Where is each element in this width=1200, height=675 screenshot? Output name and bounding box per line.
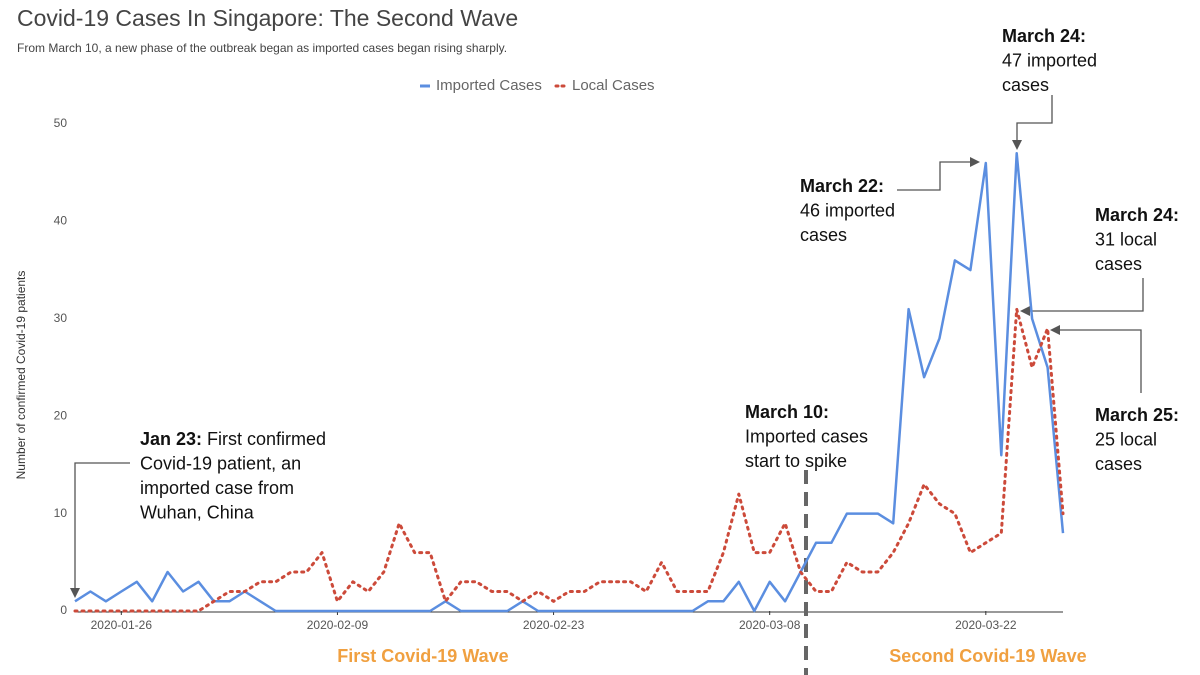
arrow-head	[1012, 140, 1022, 150]
y-tick-label: 30	[54, 311, 68, 325]
arrow-head	[1050, 325, 1060, 335]
annotation-line: cases	[1002, 75, 1049, 95]
arrow-head	[970, 157, 980, 167]
y-axis-label: Number of confirmed Covid-19 patients	[14, 271, 28, 480]
series-line	[74, 151, 1065, 613]
legend-label: Imported Cases	[436, 77, 542, 94]
wave-label: First Covid-19 Wave	[337, 646, 508, 666]
annotation-line: cases	[1095, 254, 1142, 274]
annotation: Jan 23: First confirmed Covid-19 patient, …	[140, 429, 326, 523]
arrow	[74, 462, 130, 590]
annotation-line: start to spike	[745, 451, 847, 471]
annotation: March 22: 46 imported cases	[800, 176, 895, 245]
annotation-title: March 22:	[800, 176, 884, 196]
annotation-line: imported case from	[140, 478, 294, 498]
annotation-line: 47 imported	[1002, 50, 1097, 70]
x-tick-label: 2020-03-08	[739, 618, 801, 632]
annotation-line: 31 local	[1095, 229, 1157, 249]
annotation-line: cases	[1095, 454, 1142, 474]
wave-label: Second Covid-19 Wave	[889, 646, 1086, 666]
legend-label: Local Cases	[572, 77, 655, 94]
annotation-line: cases	[800, 225, 847, 245]
series-line	[73, 307, 1065, 613]
chart-subtitle: From March 10, a new phase of the outbre…	[17, 41, 507, 55]
x-tick-label: 2020-03-22	[955, 618, 1017, 632]
y-tick-label: 0	[60, 603, 67, 617]
annotation-title: March 24:	[1002, 26, 1086, 46]
arrow	[897, 161, 972, 191]
annotation: March 10: Imported cases start to spike	[745, 402, 868, 471]
annotation-line: Wuhan, China	[140, 502, 255, 522]
annotation-title: March 24:	[1095, 205, 1179, 225]
arrow	[1028, 278, 1144, 312]
x-tick-label: 2020-01-26	[91, 618, 153, 632]
annotation-line: Covid-19 patient, an	[140, 453, 301, 473]
y-tick-label: 40	[54, 214, 68, 228]
annotation-title: March 25:	[1095, 405, 1179, 425]
annotation-line: 46 imported	[800, 200, 895, 220]
arrows	[70, 95, 1144, 598]
chart-title: Covid-19 Cases In Singapore: The Second …	[17, 5, 518, 31]
annotation: March 24: 47 imported cases	[1002, 26, 1097, 95]
arrow	[1016, 95, 1053, 142]
arrow-head	[1020, 306, 1030, 316]
annotation-title: Jan 23:	[140, 429, 202, 449]
annotation-line: Imported cases	[745, 426, 868, 446]
annotation-line: 25 local	[1095, 429, 1157, 449]
y-tick-label: 20	[54, 408, 68, 422]
annotation-line: First confirmed	[207, 429, 326, 449]
arrow-head	[70, 588, 80, 598]
x-tick-label: 2020-02-09	[307, 618, 369, 632]
x-tick-label: 2020-02-23	[523, 618, 585, 632]
annotation: March 25: 25 local cases	[1095, 405, 1179, 474]
y-tick-label: 50	[54, 116, 68, 130]
annotation: March 24: 31 local cases	[1095, 205, 1179, 274]
annotation-title: March 10:	[745, 402, 829, 422]
y-tick-label: 10	[54, 506, 68, 520]
arrow	[1058, 329, 1142, 393]
